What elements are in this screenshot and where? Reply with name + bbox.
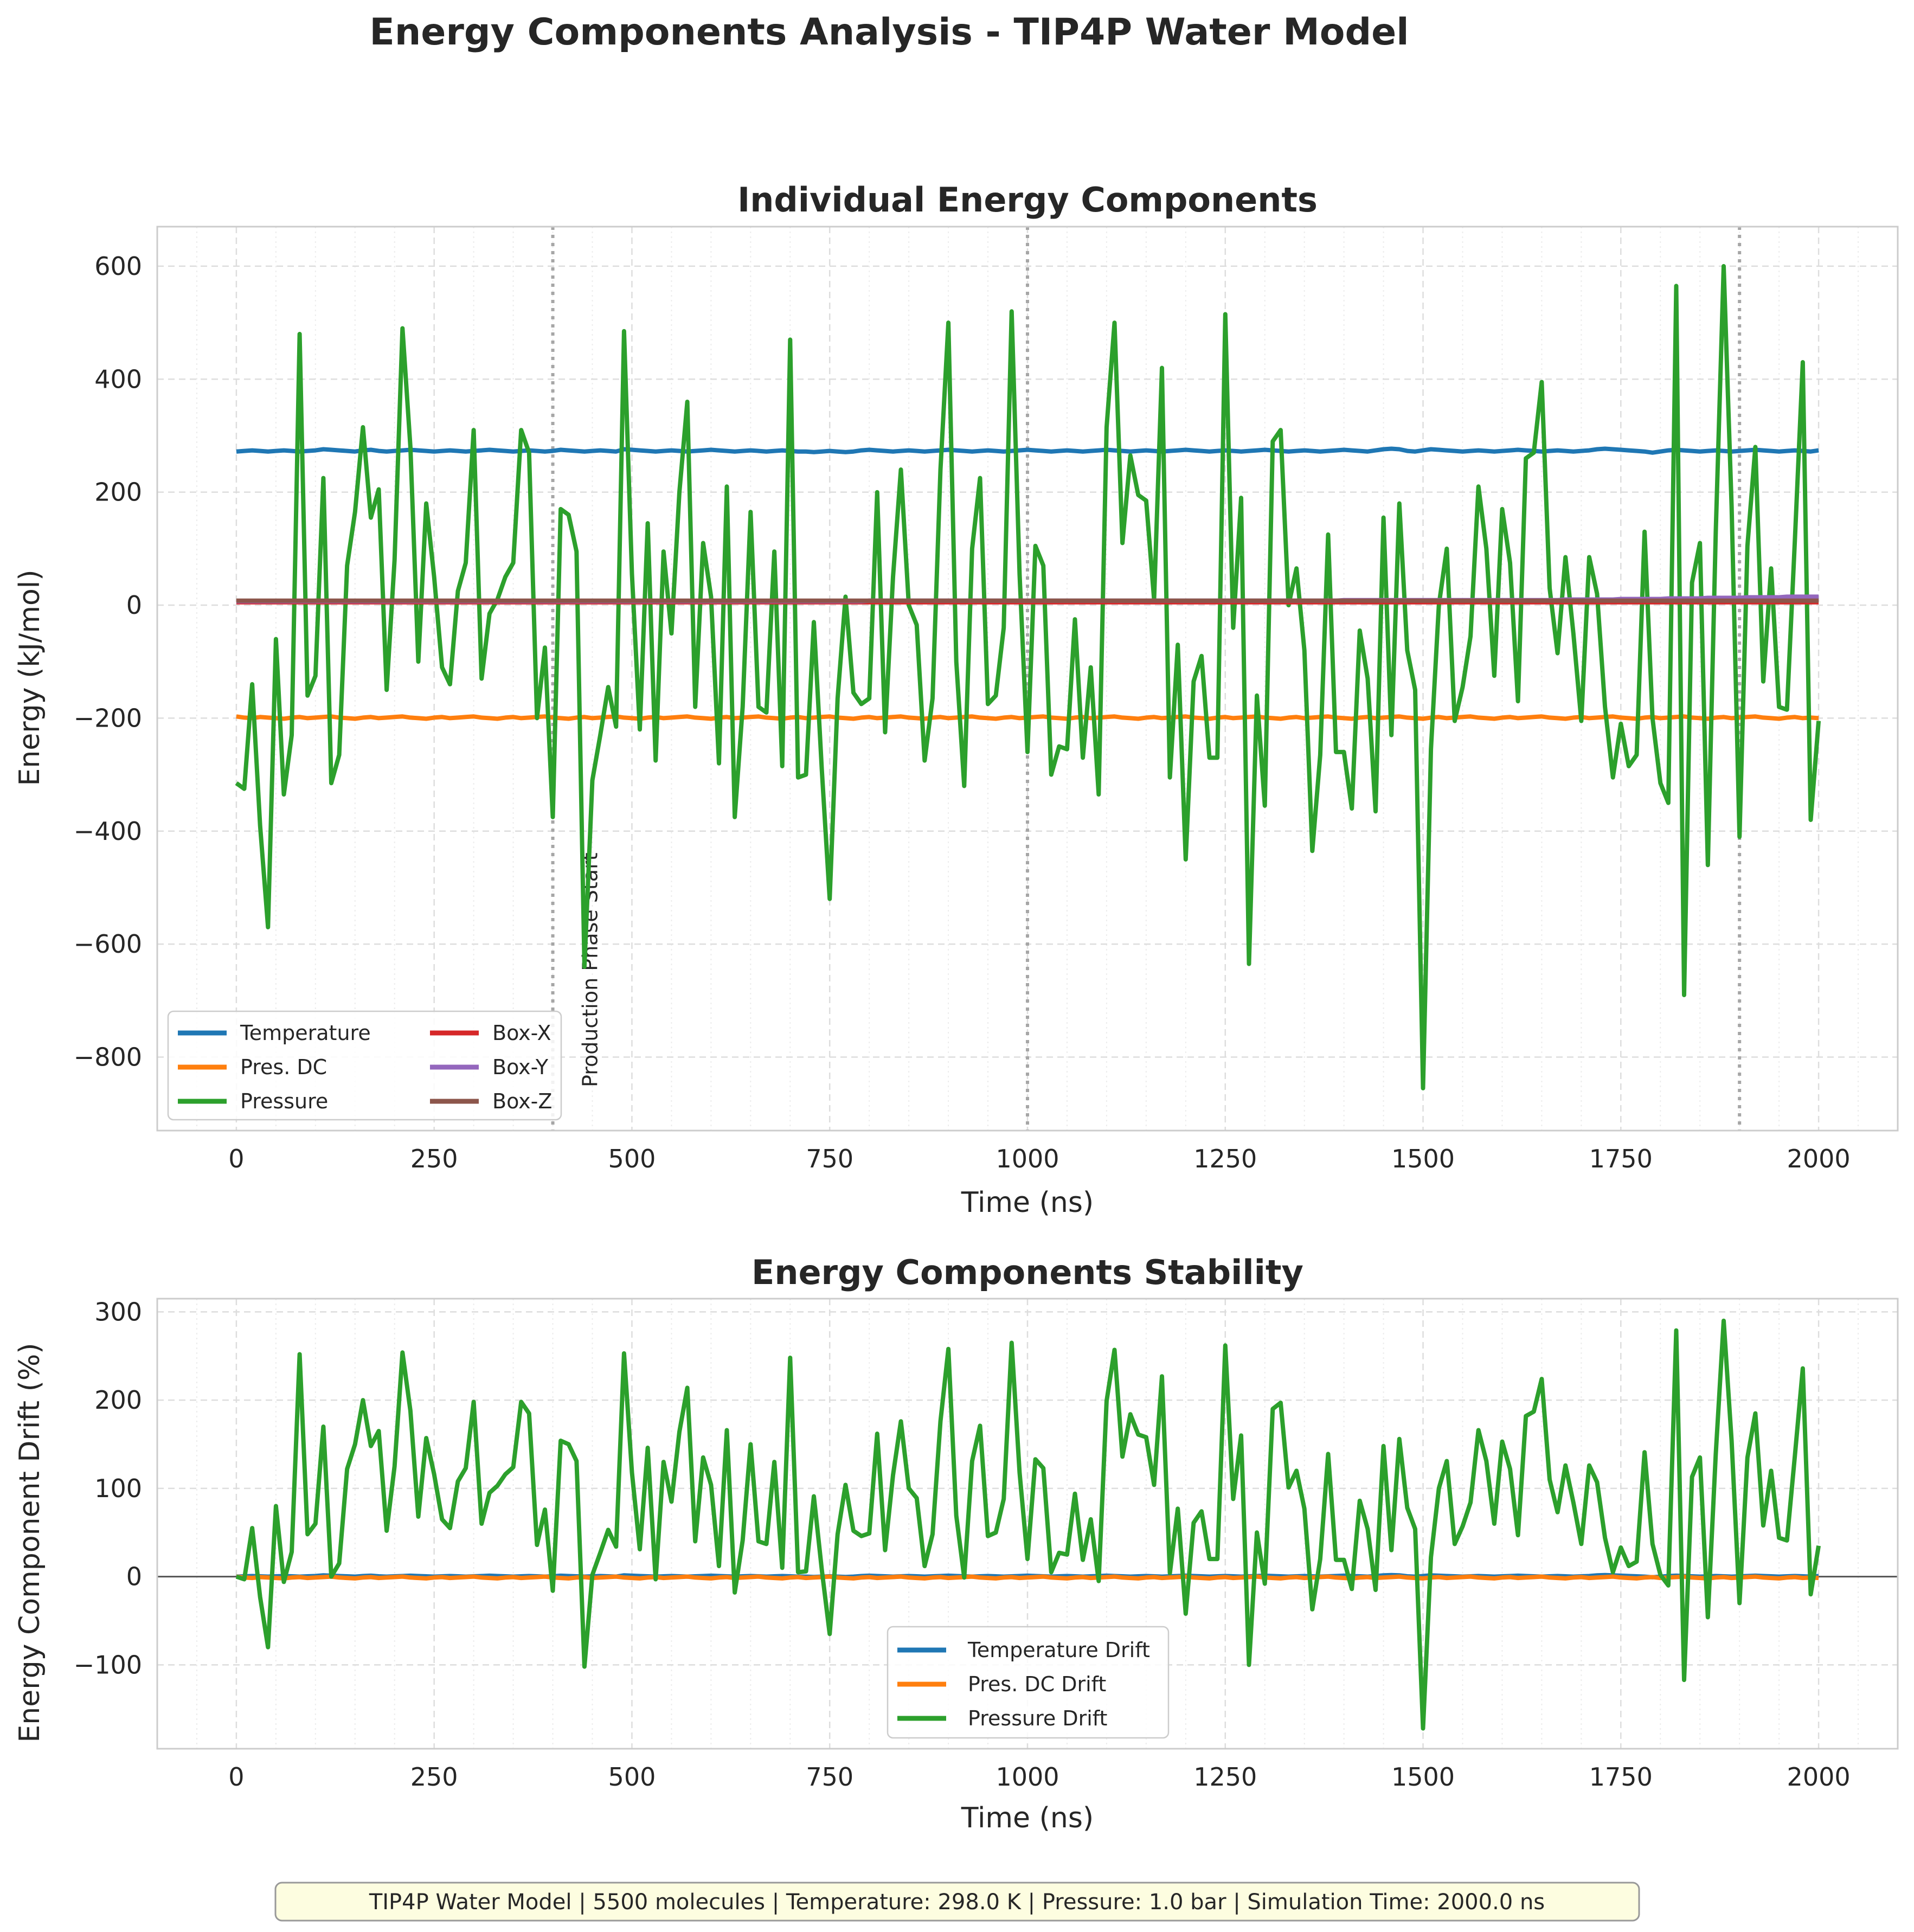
x-axis-label-bottom: Time (ns)	[961, 1802, 1094, 1834]
x-tick-label: 1000	[995, 1144, 1059, 1173]
x-tick-label: 1250	[1193, 1144, 1257, 1173]
chart-title-top: Individual Energy Components	[737, 180, 1318, 220]
y-tick-label: −800	[74, 1043, 142, 1072]
legend-label: Pressure	[240, 1089, 328, 1113]
y-tick-label: −200	[74, 703, 142, 733]
x-tick-label: 1500	[1391, 1144, 1455, 1173]
legend-label: Temperature Drift	[967, 1638, 1150, 1662]
x-axis-label-top: Time (ns)	[961, 1186, 1094, 1219]
y-tick-label: 200	[94, 1385, 142, 1415]
legend-label: Box-Z	[492, 1089, 552, 1113]
legend-box-bottom	[887, 1626, 1170, 1739]
legend-label: Pres. DC Drift	[968, 1672, 1106, 1696]
x-tick-label: 1750	[1589, 1762, 1653, 1792]
legend-label: Box-Y	[492, 1055, 549, 1079]
footer-box: TIP4P Water Model | 5500 molecules | Tem…	[274, 1882, 1640, 1922]
energy-components-panel: Individual Energy Components Time (ns) E…	[14, 180, 1899, 1219]
x-tick-label: 2000	[1787, 1144, 1851, 1173]
legend-label: Box-X	[492, 1021, 551, 1045]
plot-frame-top	[156, 226, 1899, 1132]
x-tick-label: 0	[228, 1144, 244, 1173]
legend-box-top	[167, 1010, 562, 1121]
legend-label: Pressure Drift	[968, 1706, 1107, 1730]
y-tick-label: 0	[126, 1562, 142, 1591]
x-tick-label: 2000	[1787, 1762, 1851, 1792]
footer-info: TIP4P Water Model | 5500 molecules | Tem…	[369, 1890, 1545, 1915]
series-line-pressure	[235, 264, 1821, 1090]
x-tick-label: 1000	[995, 1762, 1059, 1792]
y-tick-label: −400	[74, 817, 142, 846]
y-axis-label-bottom: Energy Component Drift (%)	[14, 1343, 46, 1742]
plot-frame-bottom	[156, 1298, 1899, 1750]
y-tick-label: 0	[126, 590, 142, 620]
x-tick-label: 750	[806, 1762, 853, 1792]
x-tick-label: 1250	[1193, 1762, 1257, 1792]
x-tick-label: 1500	[1391, 1762, 1455, 1792]
y-axis-label-top: Energy (kJ/mol)	[14, 569, 46, 786]
footer-background	[274, 1882, 1640, 1922]
y-tick-label: 300	[94, 1297, 142, 1326]
series-line-pressure-drift	[235, 1318, 1821, 1731]
legend-label: Pres. DC	[240, 1055, 327, 1079]
x-tick-label: 500	[608, 1144, 656, 1173]
legend-label: Temperature	[240, 1021, 371, 1045]
y-tick-label: 400	[94, 364, 142, 394]
x-tick-label: 250	[410, 1144, 458, 1173]
series-line-temperature	[236, 446, 1819, 455]
y-tick-label: 200	[94, 478, 142, 507]
x-tick-label: 1750	[1589, 1144, 1653, 1173]
stability-panel: Energy Components Stability Time (ns) En…	[14, 1253, 1899, 1834]
x-tick-label: 750	[806, 1144, 853, 1173]
y-tick-label: 600	[94, 252, 142, 281]
figure-suptitle: Energy Components Analysis - TIP4P Water…	[369, 11, 1409, 54]
x-tick-label: 500	[608, 1762, 656, 1792]
y-tick-label: −100	[74, 1650, 142, 1679]
x-tick-label: 0	[228, 1762, 244, 1792]
series-line-pres-dc-drift	[236, 1574, 1819, 1581]
x-tick-label: 250	[410, 1762, 458, 1792]
y-tick-label: −600	[74, 929, 142, 959]
y-tick-label: 100	[94, 1474, 142, 1503]
chart-title-bottom: Energy Components Stability	[752, 1253, 1303, 1292]
